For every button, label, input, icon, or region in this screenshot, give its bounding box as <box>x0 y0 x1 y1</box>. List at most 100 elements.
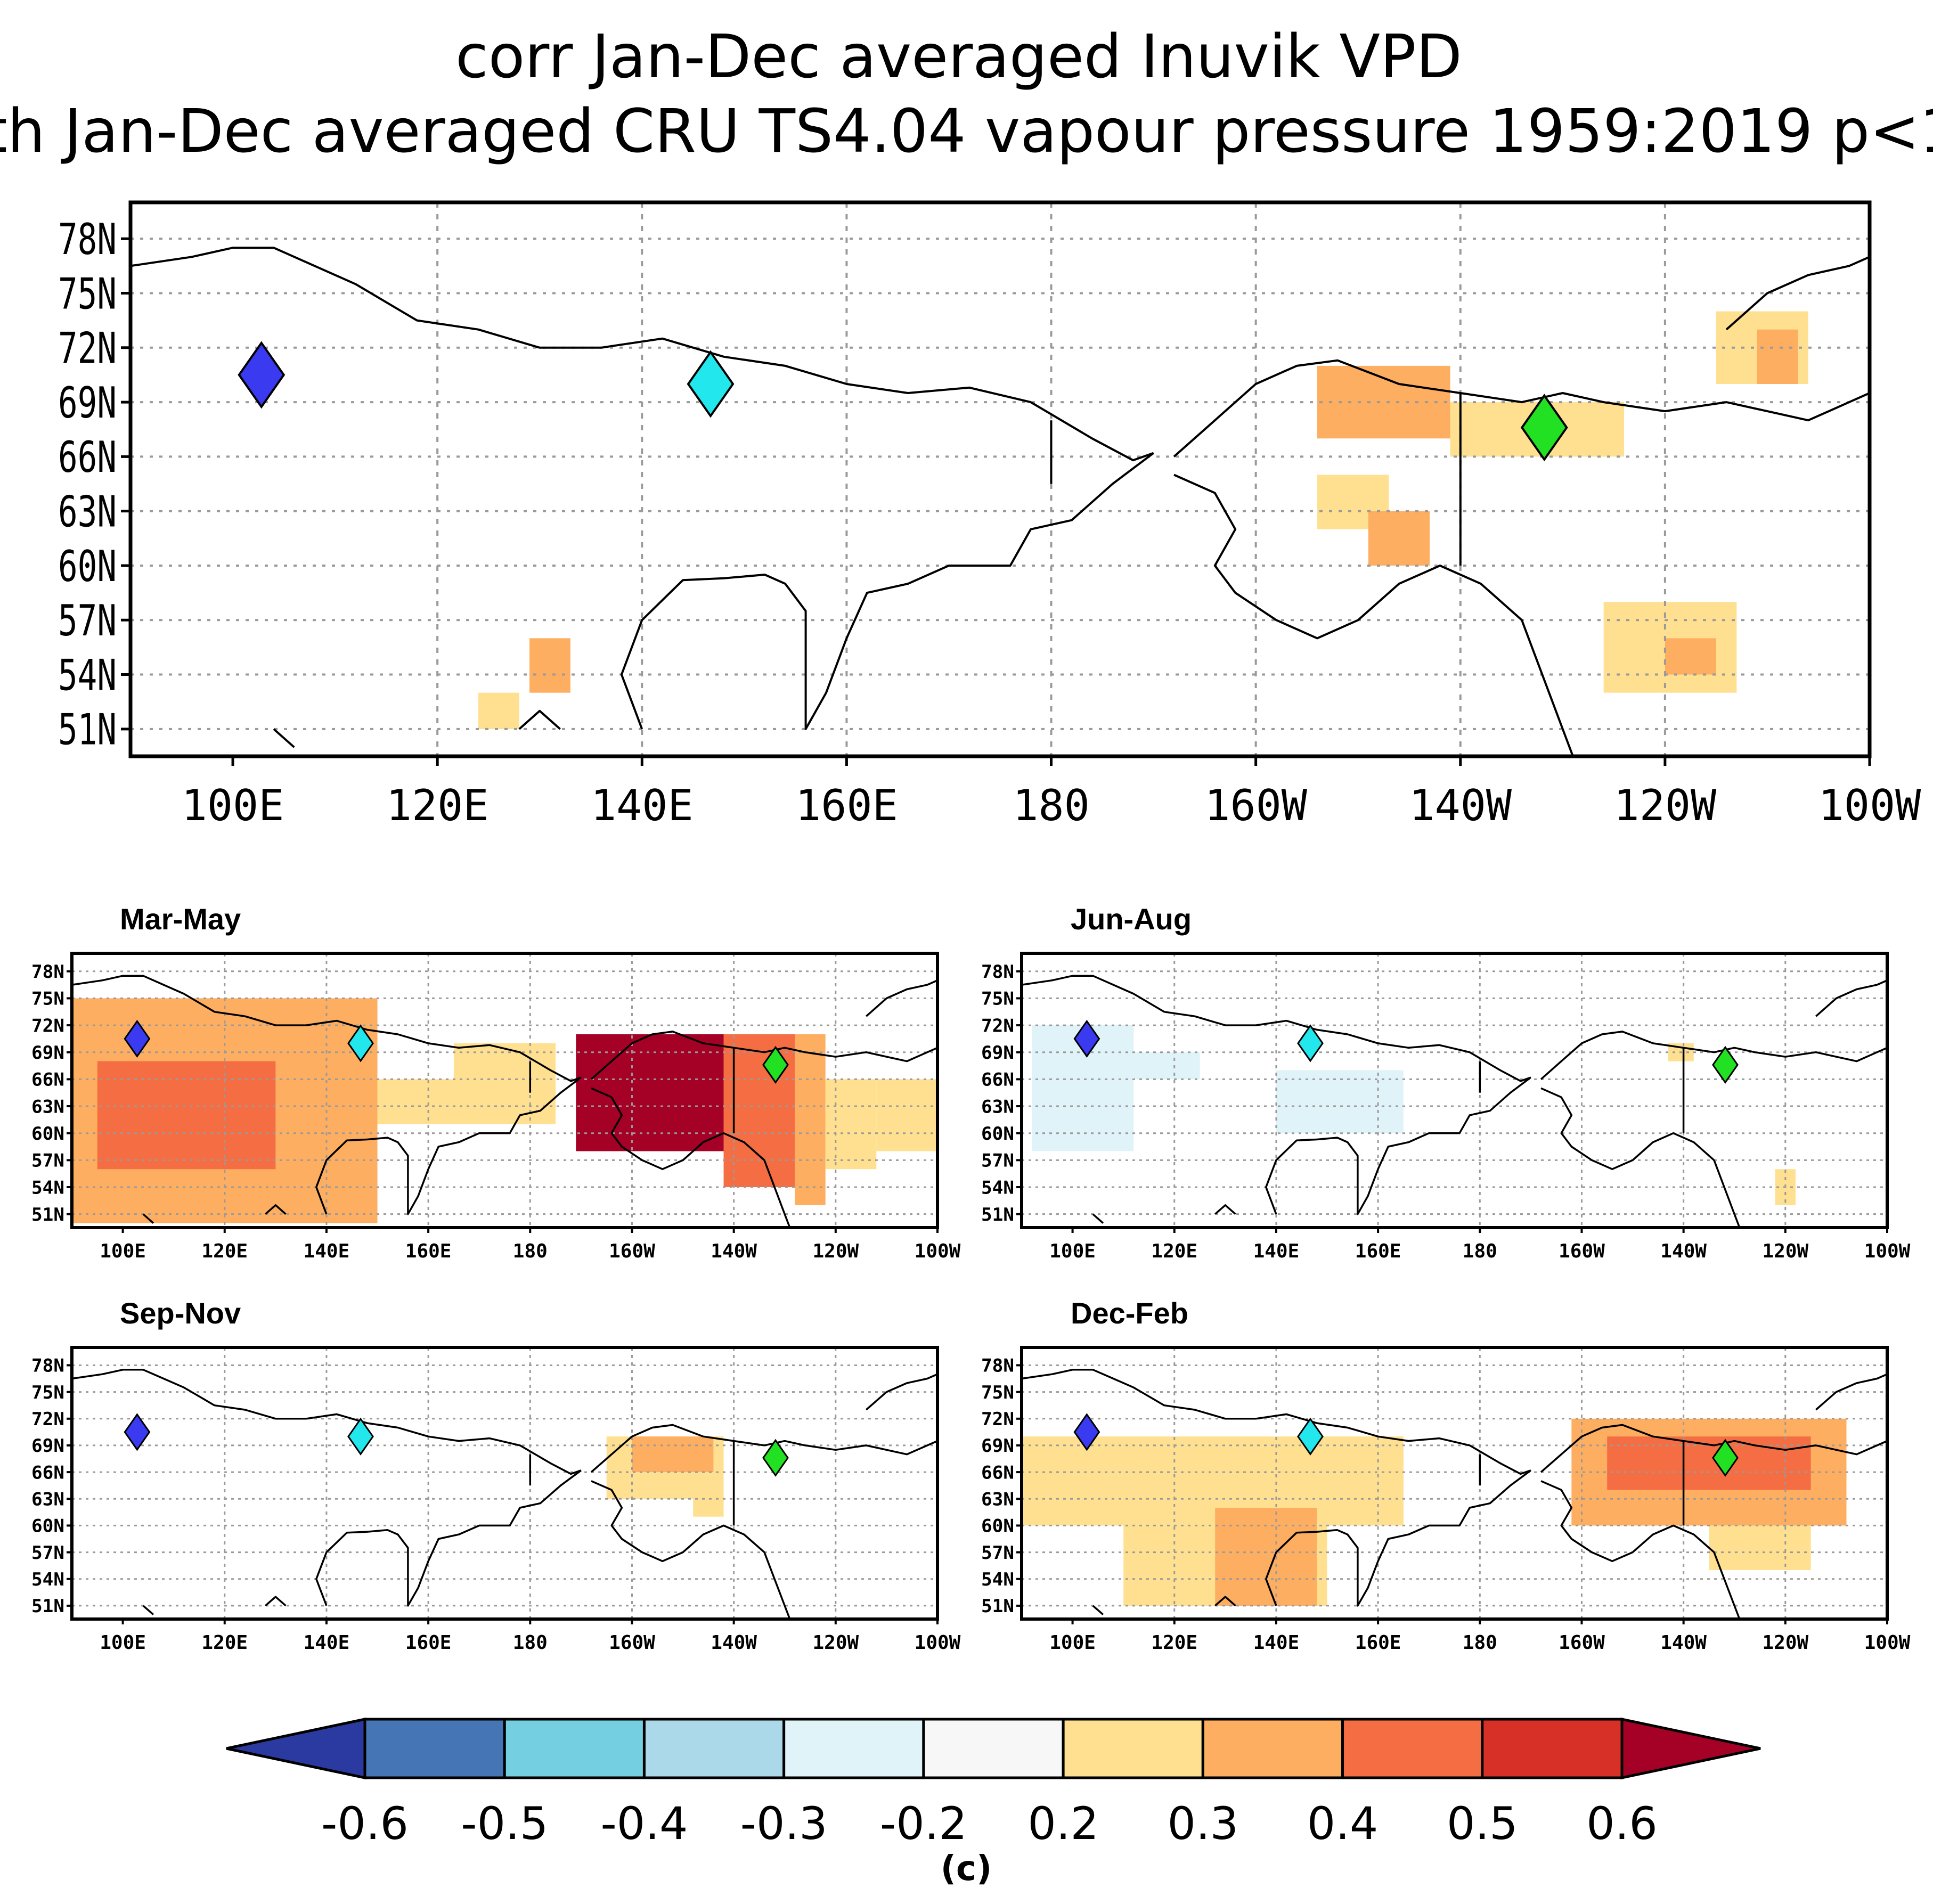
lat-tick-label: 72N <box>981 1015 1014 1036</box>
lat-tick-label: 66N <box>58 432 117 482</box>
lon-tick-label: 140W <box>1409 781 1512 830</box>
lat-tick-label: 69N <box>981 1435 1014 1457</box>
lon-tick-label: 140W <box>1660 1240 1707 1262</box>
correlation-cell <box>576 1034 724 1151</box>
cyan-marker <box>1297 1417 1324 1456</box>
lat-tick-label: 51N <box>58 705 117 755</box>
lon-tick-label: 100E <box>1049 1632 1096 1654</box>
correlation-cell <box>97 1061 276 1170</box>
coastline <box>1214 1204 1236 1215</box>
lon-tick-label: 120W <box>1762 1632 1808 1654</box>
lon-tick-label: 100W <box>1864 1240 1911 1262</box>
lon-tick-label: 160W <box>609 1240 655 1262</box>
coastline <box>591 1087 791 1228</box>
coastline <box>265 1204 287 1215</box>
lon-tick-label: 120E <box>201 1632 248 1654</box>
lat-tick-label: 54N <box>31 1569 64 1590</box>
lat-tick-label: 75N <box>981 1382 1014 1403</box>
colorbar-segment <box>642 1718 786 1779</box>
lon-tick-label: 160E <box>1355 1240 1401 1262</box>
lat-tick-label: 66N <box>31 1069 64 1091</box>
coastline <box>131 247 1154 462</box>
coastline <box>142 1213 154 1224</box>
coastline <box>273 728 295 748</box>
panel-dec-feb: 78N 75N 72N 69N 66N 63N 60N 57N 54N 51N 100E 120E 14… <box>981 1296 1911 1654</box>
correlation-cell <box>795 1034 826 1205</box>
panel-frame <box>1020 952 1889 1229</box>
colorbar-segment <box>1062 1718 1204 1779</box>
blue-marker <box>124 1019 151 1058</box>
lat-tick-label: 78N <box>58 215 117 264</box>
lat-tick-label: 54N <box>31 1177 64 1198</box>
correlation-cell <box>1133 1052 1200 1080</box>
figure-title-line2: with Jan-Dec averaged CRU TS4.04 vapour … <box>0 97 1933 166</box>
lat-tick-label: 51N <box>31 1596 64 1617</box>
lon-tick-label: 120W <box>1614 781 1717 830</box>
colorbar-segment <box>363 1718 506 1779</box>
lon-tick-label: 120W <box>812 1240 859 1262</box>
colorbar-segment <box>1201 1718 1344 1779</box>
lat-tick-label: 54N <box>58 650 117 700</box>
lon-tick-label: 160W <box>1559 1632 1605 1654</box>
coastline <box>1265 1469 1531 1607</box>
panel-title: Sep-Nov <box>120 1296 241 1330</box>
figure-title-line1: corr Jan-Dec averaged Inuvik VPD <box>455 22 1462 92</box>
lon-tick-label: 100W <box>915 1632 961 1654</box>
coastline <box>1022 1369 1531 1475</box>
lon-tick-label: 180 <box>1463 1240 1497 1262</box>
panel-sep-nov: 78N 75N 72N 69N 66N 63N 60N 57N 54N 51N 100E 120E 14… <box>31 1296 961 1654</box>
lon-tick-label: 120W <box>812 1632 859 1654</box>
lat-tick-label: 63N <box>31 1489 64 1510</box>
green-marker <box>1712 1045 1739 1084</box>
correlation-cell <box>1276 1070 1404 1133</box>
lat-tick-label: 54N <box>981 1569 1014 1590</box>
lat-tick-label: 57N <box>31 1542 64 1564</box>
lon-tick-label: 140E <box>591 781 694 830</box>
green-marker <box>1520 394 1568 462</box>
panel-title: Dec-Feb <box>1071 1296 1188 1330</box>
panel-title: Jun-Aug <box>1071 902 1192 936</box>
lon-tick-label: 100E <box>1049 1240 1096 1262</box>
green-marker <box>762 1045 789 1084</box>
lat-tick-label: 57N <box>981 1150 1014 1172</box>
lat-tick-label: 69N <box>981 1042 1014 1064</box>
figure-caption: (c) <box>941 1849 992 1889</box>
coastline <box>620 452 1154 730</box>
correlation-cell <box>693 1490 724 1517</box>
coastline <box>866 1373 937 1411</box>
lon-tick-label: 160E <box>405 1632 452 1654</box>
colorbar-label: -0.2 <box>880 1797 967 1850</box>
lon-tick-label: 160W <box>1559 1240 1605 1262</box>
map-area <box>1022 953 1887 1228</box>
lat-tick-label: 60N <box>31 1516 64 1537</box>
lon-tick-label: 140W <box>1660 1632 1707 1654</box>
lon-tick-label: 120E <box>1151 1240 1197 1262</box>
lat-tick-label: 69N <box>31 1042 64 1064</box>
cyan-marker <box>347 1417 374 1456</box>
coastline <box>72 975 582 1082</box>
panel-title: Mar-May <box>120 902 241 936</box>
colorbar-label: 0.6 <box>1586 1797 1658 1850</box>
colorbar-segment <box>1481 1718 1624 1779</box>
lon-tick-label: 140E <box>1253 1240 1300 1262</box>
lon-tick-label: 100W <box>1818 781 1921 830</box>
lon-tick-label: 100W <box>1864 1632 1911 1654</box>
coastline <box>1022 975 1531 1082</box>
map-area <box>1022 1347 1887 1619</box>
lon-tick-label: 120W <box>1762 1240 1808 1262</box>
coastline <box>1092 1605 1104 1615</box>
coastline <box>142 1605 154 1615</box>
panel-mar-may: 78N 75N 72N 69N 66N 63N 60N 57N 54N 51N 100E 120E 14… <box>31 902 961 1262</box>
lon-tick-label: 160W <box>1204 781 1307 830</box>
lat-tick-label: 66N <box>981 1462 1014 1483</box>
lon-tick-label: 100E <box>100 1632 146 1654</box>
coastline <box>315 1076 582 1215</box>
map-area <box>72 953 937 1228</box>
colorbar-high-arrow <box>1620 1717 1761 1780</box>
blue-marker <box>238 341 286 409</box>
blue-marker <box>1073 1413 1100 1451</box>
coastline <box>1725 256 1870 331</box>
coastline <box>1540 1480 1741 1619</box>
lon-tick-label: 180 <box>513 1240 548 1262</box>
colorbar-segment <box>503 1718 646 1779</box>
